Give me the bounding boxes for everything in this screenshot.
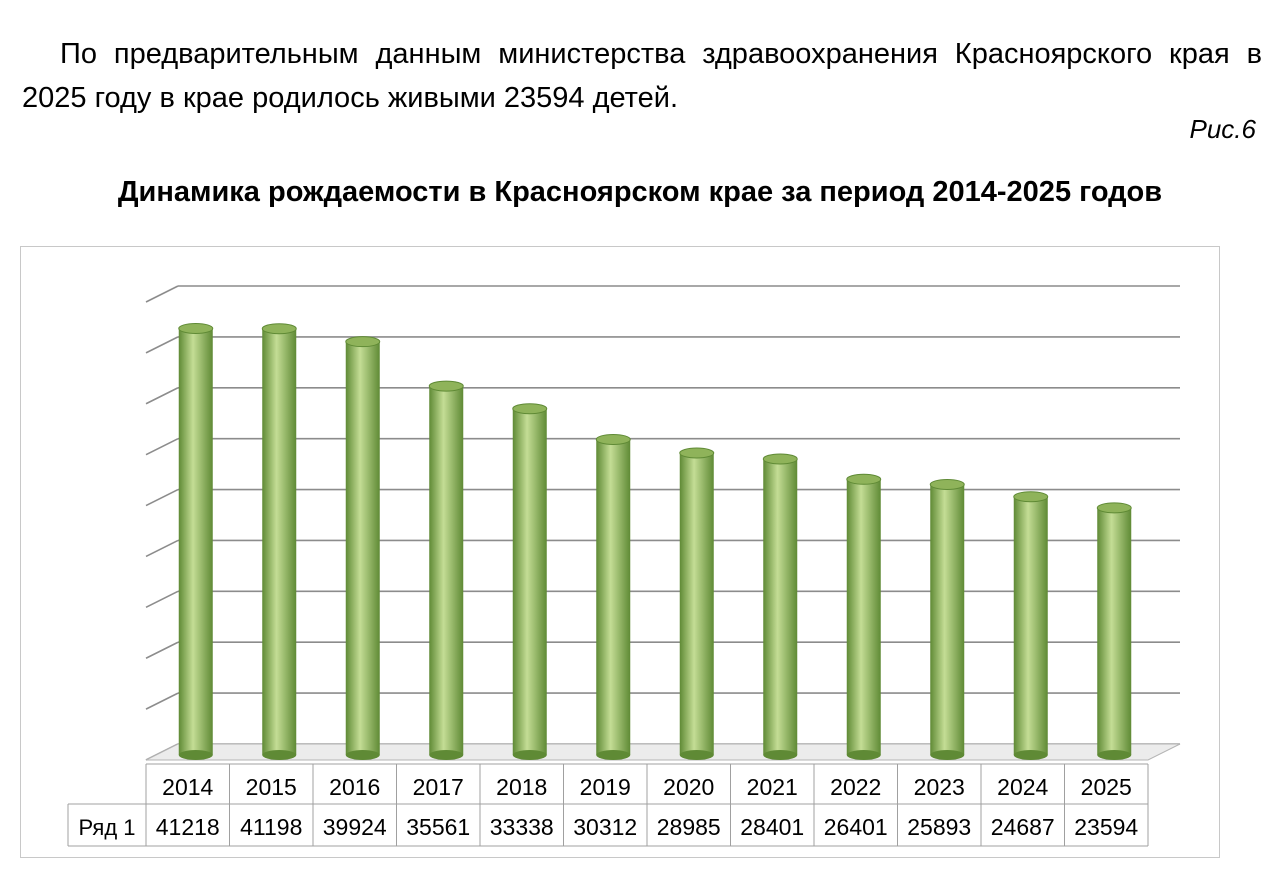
chart-title: Динамика рождаемости в Красноярском крае… <box>117 176 1163 208</box>
data-label: 35561 <box>406 814 470 840</box>
bar-base <box>1013 750 1048 760</box>
bar-body <box>262 328 297 755</box>
bar <box>1096 502 1132 760</box>
bar-body <box>1013 496 1048 755</box>
bar-top <box>178 322 214 334</box>
bar <box>595 433 631 760</box>
category-label: 2021 <box>747 774 798 800</box>
bar-body <box>512 408 547 755</box>
data-label: 26401 <box>824 814 888 840</box>
bar-base <box>262 750 297 760</box>
category-label: 2022 <box>830 774 881 800</box>
bar-body <box>763 458 798 755</box>
bar-top <box>1096 502 1132 514</box>
gridline-depth <box>145 437 179 456</box>
category-label: 2015 <box>246 774 297 800</box>
bar <box>762 453 798 760</box>
bar-base <box>596 750 631 760</box>
bar <box>178 322 214 760</box>
data-label: 28985 <box>657 814 721 840</box>
bar <box>846 473 882 760</box>
bar-top <box>762 453 798 465</box>
category-label: 2023 <box>914 774 965 800</box>
bar-top <box>261 323 297 335</box>
bar-base <box>1097 750 1132 760</box>
bar <box>679 447 715 760</box>
intro-text: По предварительным данным министерства з… <box>22 38 1262 114</box>
category-label: 2016 <box>329 774 380 800</box>
bar <box>929 478 965 760</box>
bar-base <box>846 750 881 760</box>
bar-base <box>345 750 380 760</box>
gridline-depth <box>145 387 179 405</box>
figure-label: Рис.6 <box>1189 114 1257 144</box>
gridline-depth <box>145 590 179 609</box>
bar-top <box>428 380 464 392</box>
bar-base <box>679 750 714 760</box>
bar-top <box>1013 491 1049 503</box>
data-label: 41218 <box>156 814 220 840</box>
bar-top <box>512 403 548 415</box>
chart-frame <box>20 246 1220 858</box>
gridline-depth <box>145 336 179 354</box>
gridline-depth <box>145 641 179 659</box>
bar <box>1013 491 1049 760</box>
data-label: 28401 <box>740 814 804 840</box>
data-label: 30312 <box>573 814 637 840</box>
chart-floor <box>145 743 1181 761</box>
bar-top <box>929 478 965 490</box>
category-label: 2014 <box>162 774 213 800</box>
bar <box>428 380 464 760</box>
intro-paragraph: По предварительным данным министерства з… <box>22 32 1262 120</box>
bar-base <box>930 750 965 760</box>
bar-base <box>178 750 213 760</box>
bar-body <box>345 341 380 755</box>
bar-body <box>596 439 631 755</box>
bar-top <box>679 447 715 459</box>
bar <box>345 336 381 760</box>
bar-top <box>595 433 631 445</box>
bar-body <box>1097 507 1132 755</box>
bar-top <box>846 473 882 485</box>
bar-base <box>429 750 464 760</box>
bar <box>512 403 548 760</box>
bar-base <box>763 750 798 760</box>
bar-body <box>846 479 881 755</box>
gridline-depth <box>145 692 179 710</box>
bar-body <box>930 484 965 755</box>
data-label: 39924 <box>323 814 387 840</box>
bar <box>261 323 297 760</box>
bar-body <box>178 328 213 755</box>
category-label: 2025 <box>1081 774 1132 800</box>
gridline-depth <box>145 539 179 558</box>
category-label: 2019 <box>580 774 631 800</box>
bar-body <box>679 452 714 755</box>
data-label: 24687 <box>991 814 1055 840</box>
bar-top <box>345 336 381 348</box>
data-label: 23594 <box>1074 814 1138 840</box>
gridline-depth <box>145 285 179 303</box>
category-label: 2017 <box>413 774 464 800</box>
category-label: 2024 <box>997 774 1048 800</box>
gridline-depth <box>145 488 179 507</box>
category-label: 2020 <box>663 774 714 800</box>
bar-body <box>429 386 464 755</box>
series-label: Ряд 1 <box>78 815 135 840</box>
data-label: 33338 <box>490 814 554 840</box>
data-label: 25893 <box>907 814 971 840</box>
bar-base <box>512 750 547 760</box>
category-label: 2018 <box>496 774 547 800</box>
data-label: 41198 <box>240 814 302 840</box>
